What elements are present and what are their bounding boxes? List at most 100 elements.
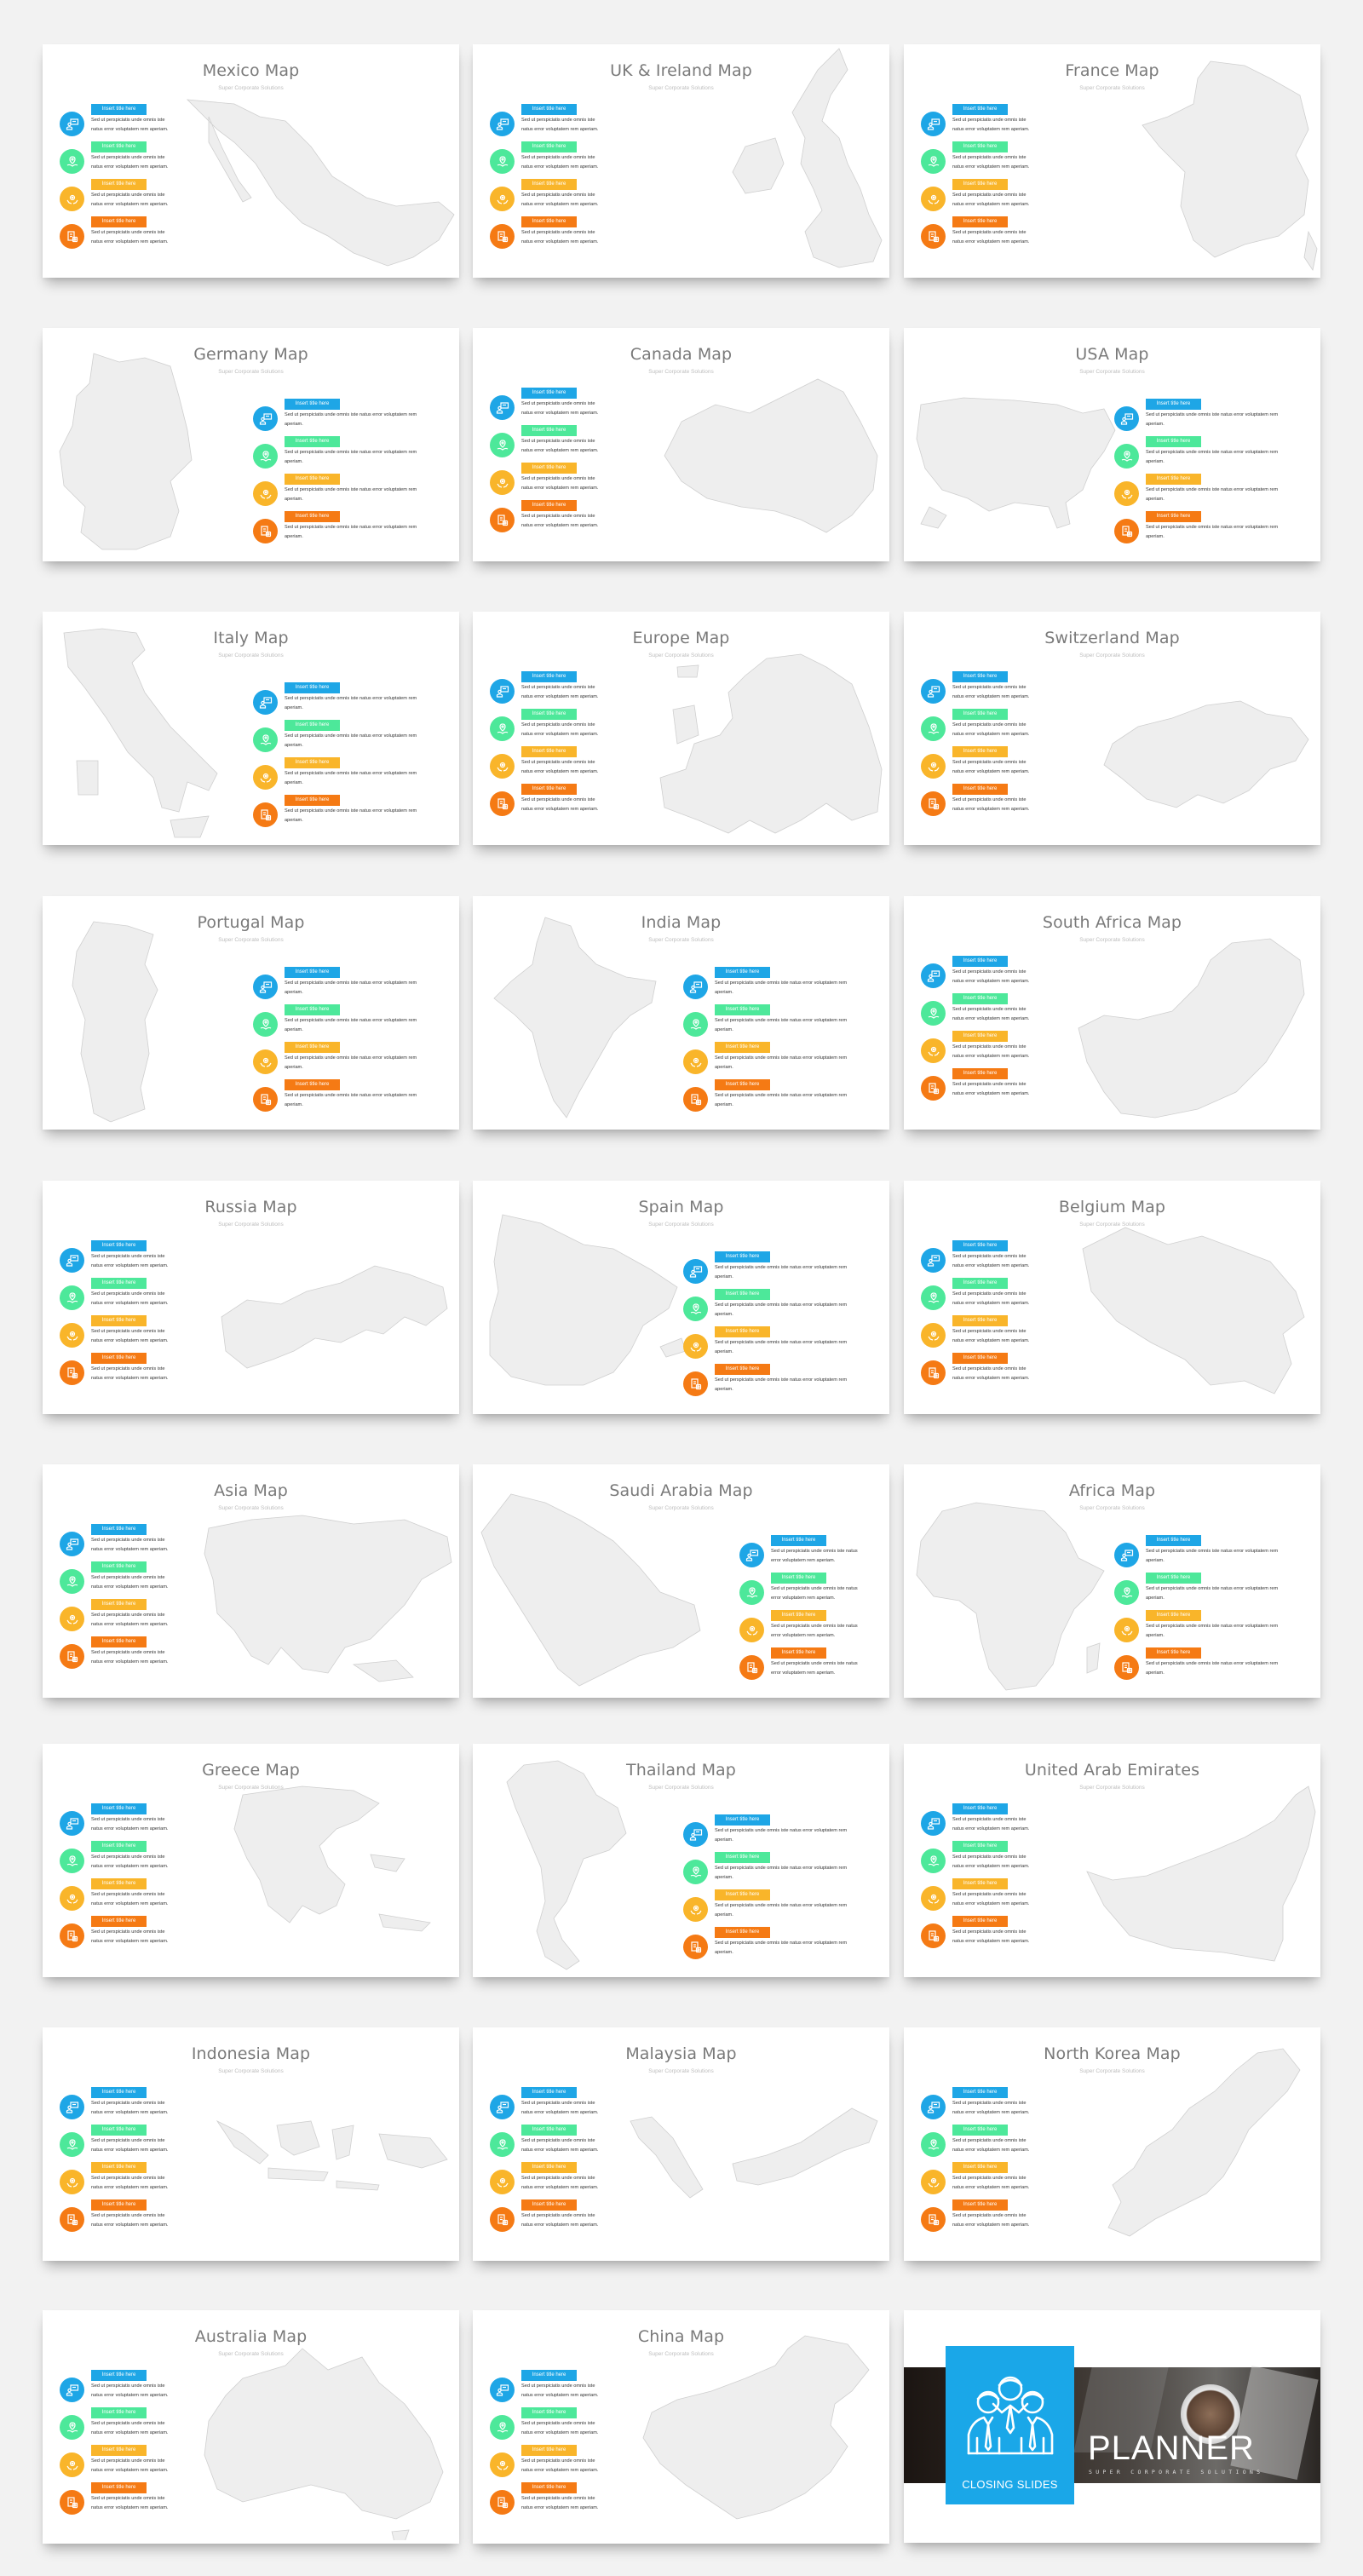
slide-northkorea-map[interactable]: North Korea Map Super Corporate Solutions… (904, 2027, 1320, 2261)
item-title-label: Insert title here (771, 1573, 826, 1584)
item-description: Sed ut perspiciatis unde omnis iste natu… (715, 1265, 848, 1279)
item-description: Sed ut perspiciatis unde omnis iste natu… (952, 1044, 1030, 1059)
slide-india-map[interactable]: India Map Super Corporate Solutions Insert… (473, 896, 889, 1130)
hand-pin-icon (739, 1580, 764, 1605)
item-title-label: Insert title here (952, 956, 1008, 967)
hand-pin-icon (683, 1297, 708, 1321)
slide-title: Malaysia Map (625, 2044, 737, 2063)
gear-hands-icon (60, 1607, 84, 1631)
item-description: Sed ut perspiciatis unde omnis iste natu… (952, 1892, 1030, 1906)
presentation-icon (490, 395, 515, 420)
item-description: Sed ut perspiciatis unde omnis iste natu… (285, 1055, 417, 1070)
slide-belgium-map[interactable]: Belgium Map Super Corporate Solutions Inse… (904, 1181, 1320, 1414)
item-title-label: Insert title here (952, 1916, 1008, 1927)
slide-portugal-map[interactable]: Portugal Map Super Corporate Solutions Ins… (43, 896, 459, 1130)
item-description: Sed ut perspiciatis unde omnis iste natu… (521, 514, 599, 528)
item-description: Sed ut perspiciatis unde omnis iste natu… (952, 969, 1030, 984)
slide-france-map[interactable]: France Map Super Corporate Solutions Inser… (904, 44, 1320, 278)
slide-title: India Map (641, 913, 722, 932)
slide-subtitle: Super Corporate Solutions (648, 369, 714, 375)
item-description: Sed ut perspiciatis unde omnis iste natu… (521, 230, 599, 244)
item-title-label: Insert title here (715, 1042, 770, 1053)
item-title-label: Insert title here (285, 436, 340, 447)
item-title-label: Insert title here (521, 2482, 577, 2493)
item-title-label: Insert title here (285, 682, 340, 693)
documents-icon (1114, 1655, 1139, 1680)
slide-canada-map[interactable]: Canada Map Super Corporate Solutions Inser… (473, 328, 889, 561)
slide-australia-map[interactable]: Australia Map Super Corporate Solutions In… (43, 2310, 459, 2544)
item-title-label: Insert title here (91, 2162, 147, 2173)
item-title-label: Insert title here (91, 2445, 147, 2456)
item-description: Sed ut perspiciatis unde omnis iste natu… (521, 797, 599, 812)
slide-title: South Africa Map (1042, 913, 1182, 932)
hand-pin-icon (60, 149, 84, 174)
spain-map-graphic (477, 1210, 690, 1394)
gear-hands-icon (1114, 481, 1139, 506)
item-description: Sed ut perspiciatis unde omnis iste natu… (715, 1866, 848, 1880)
item-description: Sed ut perspiciatis unde omnis iste natu… (952, 797, 1030, 812)
slide-subtitle: Super Corporate Solutions (648, 2351, 714, 2357)
slide-switzerland-map[interactable]: Switzerland Map Super Corporate Solutions… (904, 612, 1320, 845)
slide-russia-map[interactable]: Russia Map Super Corporate Solutions Inser… (43, 1181, 459, 1414)
hand-pin-icon (490, 433, 515, 457)
slide-spain-map[interactable]: Spain Map Super Corporate Solutions Insert… (473, 1181, 889, 1414)
documents-icon (253, 1087, 278, 1112)
documents-icon (921, 791, 946, 816)
item-title-label: Insert title here (952, 2125, 1008, 2136)
slide-europe-map[interactable]: Europe Map Super Corporate Solutions Inser… (473, 612, 889, 845)
documents-icon (921, 1360, 946, 1385)
gear-hands-icon (60, 2170, 84, 2194)
switzerland-map-graphic (1096, 693, 1313, 816)
presentation-icon (921, 679, 946, 704)
closing-slide[interactable]: CLOSING SLIDES PLANNER SUPER CORPORATE SOL… (904, 2310, 1320, 2543)
hand-pin-icon (60, 2415, 84, 2440)
item-title-label: Insert title here (91, 1916, 147, 1927)
gear-hands-icon (490, 754, 515, 779)
presentation-icon (60, 112, 84, 136)
item-title-label: Insert title here (91, 141, 147, 152)
item-title-label: Insert title here (1146, 474, 1201, 485)
slide-saudi-map[interactable]: Saudi Arabia Map Super Corporate Solution… (473, 1464, 889, 1698)
slide-italy-map[interactable]: Italy Map Super Corporate Solutions Insert… (43, 612, 459, 845)
slide-subtitle: Super Corporate Solutions (1079, 1785, 1145, 1791)
slide-uae-map[interactable]: United Arab Emirates Super Corporate Solu… (904, 1744, 1320, 1977)
item-description: Sed ut perspiciatis unde omnis iste natu… (1146, 450, 1279, 464)
slide-asia-map[interactable]: Asia Map Super Corporate Solutions Insert … (43, 1464, 459, 1698)
slide-malaysia-map[interactable]: Malaysia Map Super Corporate Solutions Ins… (473, 2027, 889, 2261)
slide-thailand-map[interactable]: Thailand Map Super Corporate Solutions Ins… (473, 1744, 889, 1977)
item-description: Sed ut perspiciatis unde omnis iste natu… (285, 525, 417, 539)
presentation-icon (921, 1248, 946, 1273)
slide-uk-map[interactable]: UK & Ireland Map Super Corporate Solution… (473, 44, 889, 278)
hand-pin-icon (490, 149, 515, 174)
gear-hands-icon (490, 2170, 515, 2194)
item-title-label: Insert title here (521, 2445, 577, 2456)
item-description: Sed ut perspiciatis unde omnis iste natu… (521, 722, 599, 737)
gear-hands-icon (60, 1886, 84, 1911)
slide-mexico-map[interactable]: Mexico Map Super Corporate Solutions Inser… (43, 44, 459, 278)
item-title-label: Insert title here (1146, 1573, 1201, 1584)
slide-southafrica-map[interactable]: South Africa Map Super Corporate Solution… (904, 896, 1320, 1130)
item-title-label: Insert title here (952, 1068, 1008, 1079)
item-title-label: Insert title here (91, 179, 147, 190)
slide-title: North Korea Map (1044, 2044, 1181, 2063)
item-description: Sed ut perspiciatis unde omnis iste natu… (715, 1018, 848, 1032)
documents-icon (60, 1644, 84, 1669)
slide-germany-map[interactable]: Germany Map Super Corporate Solutions Inse… (43, 328, 459, 561)
presentation-icon (60, 1248, 84, 1273)
slide-subtitle: Super Corporate Solutions (648, 1505, 714, 1511)
item-title-label: Insert title here (285, 757, 340, 768)
slide-africa-map[interactable]: Africa Map Super Corporate Solutions Inser… (904, 1464, 1320, 1698)
item-title-label: Insert title here (91, 2482, 147, 2493)
portugal-map-graphic (60, 917, 179, 1126)
slide-greece-map[interactable]: Greece Map Super Corporate Solutions Inser… (43, 1744, 459, 1977)
slide-indonesia-map[interactable]: Indonesia Map Super Corporate Solutions In… (43, 2027, 459, 2261)
item-title-label: Insert title here (1146, 1610, 1201, 1621)
hand-pin-icon (683, 1012, 708, 1037)
slide-china-map[interactable]: China Map Super Corporate Solutions Insert… (473, 2310, 889, 2544)
item-title-label: Insert title here (521, 784, 577, 795)
item-description: Sed ut perspiciatis unde omnis iste natu… (952, 193, 1030, 207)
item-description: Sed ut perspiciatis unde omnis iste natu… (1146, 487, 1279, 502)
slide-usa-map[interactable]: USA Map Super Corporate Solutions Insert t… (904, 328, 1320, 561)
item-title-label: Insert title here (521, 2087, 577, 2098)
slide-subtitle: Super Corporate Solutions (648, 1222, 714, 1228)
